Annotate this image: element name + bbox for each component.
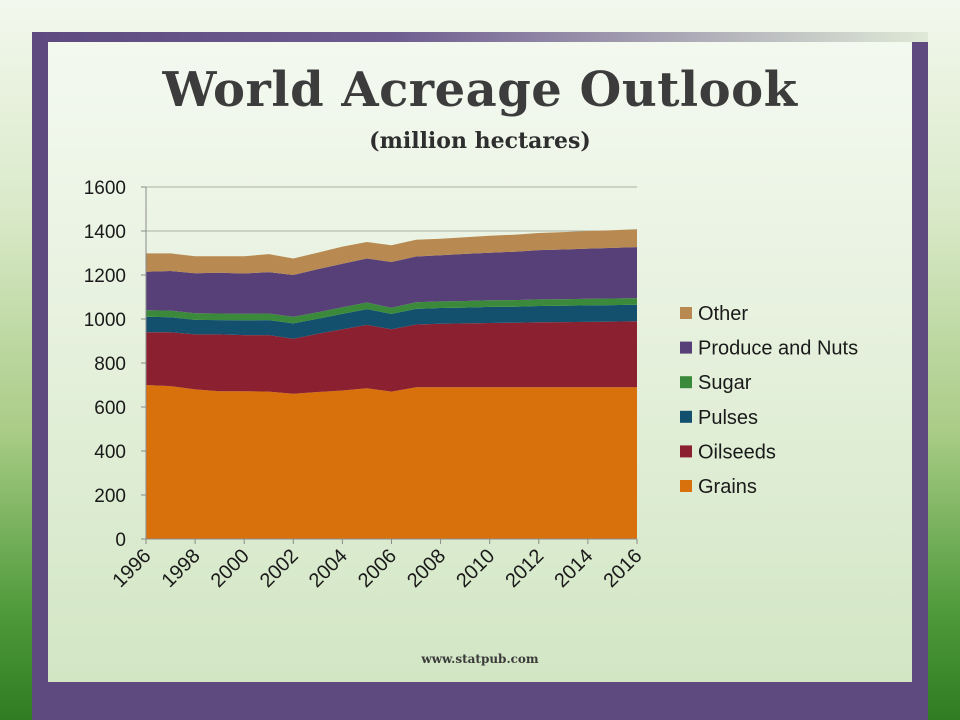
legend-label: Other	[698, 303, 748, 325]
area-produce-and-nuts	[146, 247, 637, 317]
area-pulses	[146, 304, 637, 339]
legend-label: Grains	[698, 476, 757, 498]
slide-subtitle: (million hectares)	[0, 128, 960, 154]
legend-swatch	[680, 307, 692, 319]
legend-item: Produce and Nuts	[680, 338, 858, 360]
y-tick-label: 800	[94, 354, 126, 375]
legend: Other Produce and Nuts Sugar Pulses Oilseeds…	[680, 303, 858, 498]
footer-url: www.statpub.com	[421, 652, 539, 666]
legend-swatch	[680, 445, 692, 458]
x-tick-label: 2010	[452, 545, 499, 592]
legend-item: Oilseeds	[680, 441, 776, 463]
legend-swatch	[680, 480, 692, 492]
x-tick-label: 1998	[158, 545, 205, 592]
slide-title: World Acreage Outlook	[162, 62, 798, 118]
legend-label: Sugar	[698, 372, 752, 394]
x-tick-label: 2002	[256, 545, 303, 592]
x-tick-label: 2004	[305, 545, 352, 592]
y-tick-label: 1000	[84, 310, 126, 331]
x-tick-label: 2014	[550, 545, 597, 592]
legend-item: Grains	[680, 476, 757, 498]
slide-top-bar	[32, 32, 928, 42]
legend-item: Pulses	[680, 407, 758, 429]
area-other	[146, 229, 637, 275]
x-tick-label: 2016	[600, 545, 647, 592]
y-tick-label: 1400	[84, 222, 126, 243]
y-tick-label: 200	[94, 486, 126, 507]
area-grains	[146, 385, 637, 539]
legend-label: Oilseeds	[698, 441, 776, 463]
legend-item: Other	[680, 303, 748, 325]
x-tick-label: 2000	[207, 545, 254, 592]
legend-swatch	[680, 376, 692, 389]
area-sugar	[146, 298, 637, 324]
y-tick-label: 0	[115, 530, 126, 551]
y-tick-label: 1200	[84, 266, 126, 287]
legend-label: Pulses	[698, 407, 758, 429]
y-tick-label: 1600	[84, 178, 126, 199]
legend-label: Produce and Nuts	[698, 338, 858, 360]
x-tick-label: 1996	[109, 545, 156, 592]
x-tick-label: 2012	[501, 545, 548, 592]
x-tick-label: 2006	[354, 545, 401, 592]
legend-item: Sugar	[680, 372, 752, 394]
area-oilseeds	[146, 321, 637, 394]
y-tick-label: 600	[94, 398, 126, 419]
legend-swatch	[680, 410, 692, 423]
subtitle-text: (million hectares)	[369, 128, 591, 154]
y-tick-label: 400	[94, 442, 126, 463]
legend-swatch	[680, 341, 692, 354]
area-series	[146, 229, 637, 539]
x-tick-label: 2008	[403, 545, 450, 592]
